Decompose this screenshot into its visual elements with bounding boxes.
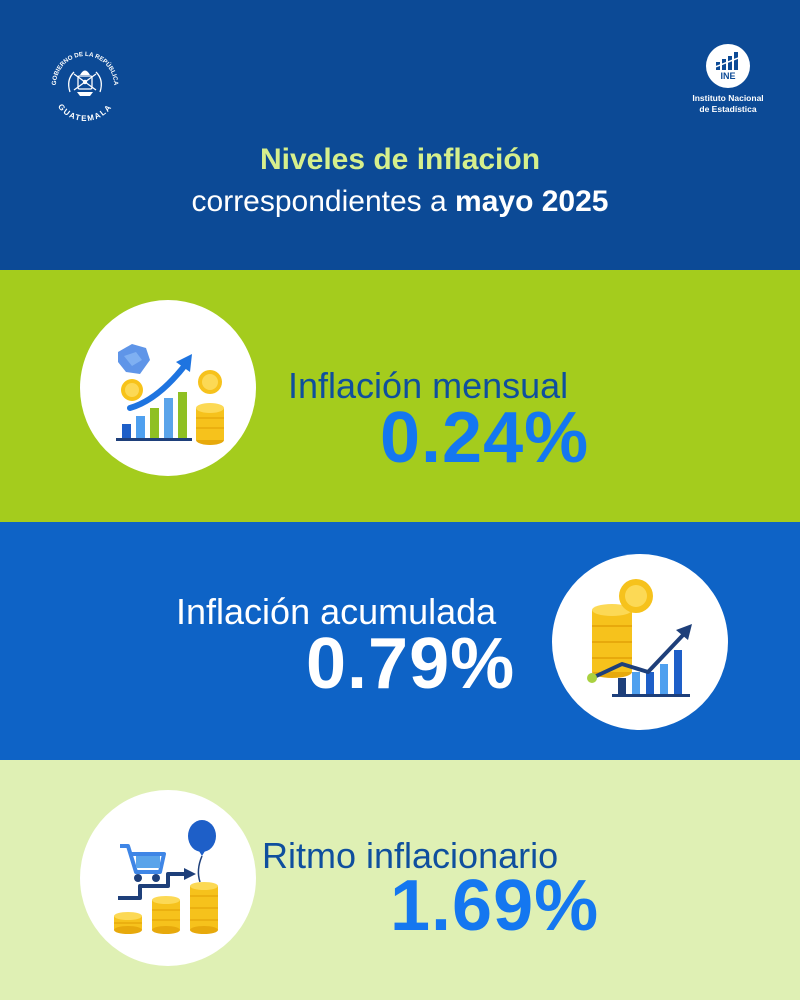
ine-name-line1: Instituto Nacional — [692, 93, 764, 103]
indicator-card-monthly: Inflación mensual 0.24% — [0, 270, 800, 522]
indicator-card-cumulative: Inflación acumulada 0.79% — [0, 522, 800, 760]
title-line2-prefix: correspondientes a — [191, 185, 447, 218]
indicator-value-cumulative: 0.79% — [306, 624, 516, 704]
header: GOBIERNO DE LA REPÚBLICA GUATEMALA — [0, 0, 800, 270]
indicator-label-monthly: Inflación mensual — [288, 365, 569, 406]
ine-name: Instituto Nacional de Estadística — [688, 93, 768, 115]
ine-logo: INE Instituto Nacional de Estadística — [688, 44, 768, 115]
shopping-cart-balloon-coins-icon — [80, 790, 256, 966]
ine-logo-icon: INE — [706, 44, 750, 88]
indicator-value-inflation-rate: 1.69% — [390, 866, 600, 946]
coins-trend-chart-icon — [552, 554, 728, 730]
ine-name-line2: de Estadística — [699, 104, 757, 114]
seal-bottom-text: GUATEMALA — [56, 102, 112, 123]
svg-text:GUATEMALA: GUATEMALA — [56, 102, 114, 123]
government-seal-icon: GOBIERNO DE LA REPÚBLICA GUATEMALA — [44, 44, 126, 126]
title-line2-bold: mayo 2025 — [455, 185, 609, 218]
indicator-card-inflation-rate: Ritmo inflacionario 1.69% — [0, 760, 800, 1000]
ine-abbr: INE — [720, 71, 736, 81]
title-line1: Niveles de inflación — [259, 143, 541, 176]
indicator-value-monthly: 0.24% — [380, 398, 590, 478]
page-title: Niveles de inflación correspondientes a … — [0, 140, 800, 224]
bar-chart-growth-coins-icon — [80, 300, 256, 476]
indicator-label-cumulative: Inflación acumulada — [176, 591, 497, 632]
indicator-label-inflation-rate: Ritmo inflacionario — [262, 835, 559, 876]
title-line2: correspondientes a mayo 2025 — [0, 180, 800, 224]
